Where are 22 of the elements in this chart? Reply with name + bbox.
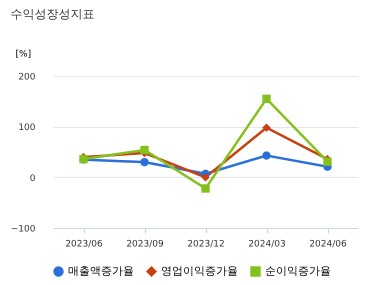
point: [262, 123, 271, 132]
point: [262, 94, 271, 103]
y-tick-label: −100: [10, 224, 36, 234]
point: [140, 158, 149, 166]
x-tick-label: 2023/06: [65, 240, 103, 250]
point: [140, 146, 149, 154]
y-axis-title: [%]: [16, 50, 32, 60]
x-tick-label: 2024/03: [248, 240, 286, 250]
x-tick-label: 2023/09: [126, 240, 164, 250]
point: [323, 157, 332, 166]
y-tick-label: 200: [18, 72, 36, 82]
x-tick-label: 2023/12: [187, 240, 225, 250]
legend-label: 매출액증가율: [68, 264, 134, 278]
chart-title: 수익성장성지표: [10, 7, 94, 21]
legend-label: 순이익증가율: [265, 264, 331, 278]
x-tick-label: 2024/06: [309, 240, 347, 250]
point: [262, 151, 271, 160]
point: [201, 173, 210, 182]
y-tick-label: 0: [30, 174, 36, 184]
legend-label: 영업이익증가율: [161, 264, 238, 278]
point: [201, 184, 210, 193]
y-tick-label: 100: [18, 123, 36, 134]
